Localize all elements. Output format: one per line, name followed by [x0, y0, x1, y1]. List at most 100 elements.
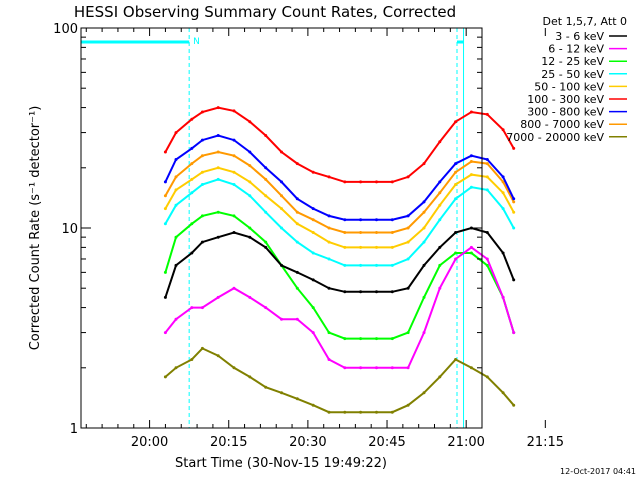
data-point [422, 331, 426, 335]
data-point [248, 226, 252, 230]
data-point [390, 180, 394, 184]
data-point [311, 403, 315, 407]
data-point [295, 240, 299, 244]
data-point [438, 263, 442, 267]
legend-label: 3 - 6 keV [555, 30, 604, 43]
data-point [248, 120, 252, 124]
data-point [174, 203, 178, 207]
data-point [200, 240, 204, 244]
legend-label: 100 - 300 keV [527, 93, 604, 106]
data-point [311, 278, 315, 282]
data-point [422, 263, 426, 267]
x-tick-label: 21:00 [447, 435, 484, 450]
data-point [248, 194, 252, 198]
data-point [280, 317, 283, 321]
data-point [390, 218, 394, 222]
series-line [164, 347, 515, 414]
data-point [311, 218, 315, 222]
data-point [327, 286, 331, 290]
data-point [422, 391, 426, 395]
data-point [359, 366, 363, 370]
data-point [174, 263, 178, 267]
data-point [216, 134, 220, 137]
footer-timestamp: 12-Oct-2017 04:41 [560, 467, 636, 476]
data-point [311, 331, 315, 335]
data-point [232, 286, 236, 290]
data-point [174, 317, 178, 321]
y-tick-label: 10 [61, 222, 78, 237]
data-point [359, 263, 363, 267]
data-point [485, 112, 489, 116]
data-point [216, 166, 220, 170]
data-point [390, 410, 394, 414]
data-point [248, 150, 252, 154]
data-point [501, 207, 505, 211]
data-point [375, 263, 378, 267]
data-point [485, 175, 489, 179]
data-point [264, 240, 268, 244]
data-point [359, 337, 363, 341]
x-tick-label: 20:30 [289, 435, 326, 450]
data-point [375, 366, 378, 370]
data-point [280, 391, 283, 395]
data-point [174, 188, 178, 192]
series-line [164, 226, 515, 298]
data-point [343, 180, 347, 184]
data-point [200, 170, 204, 174]
data-point [485, 263, 489, 267]
data-point [454, 257, 458, 261]
data-point [359, 245, 363, 249]
data-point [200, 110, 204, 114]
data-point [406, 214, 410, 218]
data-point [200, 183, 204, 186]
data-point [190, 306, 194, 310]
data-point [200, 214, 204, 218]
data-point [512, 331, 516, 335]
data-point [422, 295, 426, 299]
data-point [359, 218, 363, 222]
data-point [311, 231, 315, 234]
data-point [248, 235, 252, 239]
data-point [512, 197, 516, 201]
data-point [501, 191, 505, 195]
data-point [295, 270, 299, 274]
data-point [438, 375, 442, 379]
data-point [485, 158, 489, 161]
data-point [438, 140, 442, 144]
series-line [164, 211, 515, 340]
data-point [232, 231, 236, 234]
data-point [406, 331, 410, 335]
data-point [264, 134, 268, 137]
data-point [343, 410, 347, 414]
data-point [327, 226, 331, 230]
series-line [164, 106, 515, 183]
data-point [295, 317, 299, 321]
data-point [264, 210, 268, 214]
data-point [406, 366, 410, 370]
data-point [469, 160, 473, 163]
data-point [232, 214, 236, 218]
data-point [422, 210, 426, 214]
data-point [390, 366, 394, 370]
data-point [343, 263, 347, 267]
data-point [311, 251, 315, 255]
series-line [164, 150, 515, 234]
data-point [216, 235, 220, 239]
data-point [248, 295, 252, 299]
data-point [264, 166, 268, 170]
data-point [485, 257, 489, 261]
data-point [485, 188, 489, 192]
data-point [264, 177, 268, 181]
data-point [375, 290, 378, 294]
data-point [454, 183, 458, 186]
x-tick-label: 20:45 [368, 435, 405, 450]
data-point [280, 226, 283, 230]
data-point [422, 226, 426, 230]
data-point [264, 194, 268, 198]
data-point [422, 200, 426, 204]
data-point [232, 183, 236, 186]
data-point [174, 175, 178, 179]
data-point [359, 410, 363, 414]
